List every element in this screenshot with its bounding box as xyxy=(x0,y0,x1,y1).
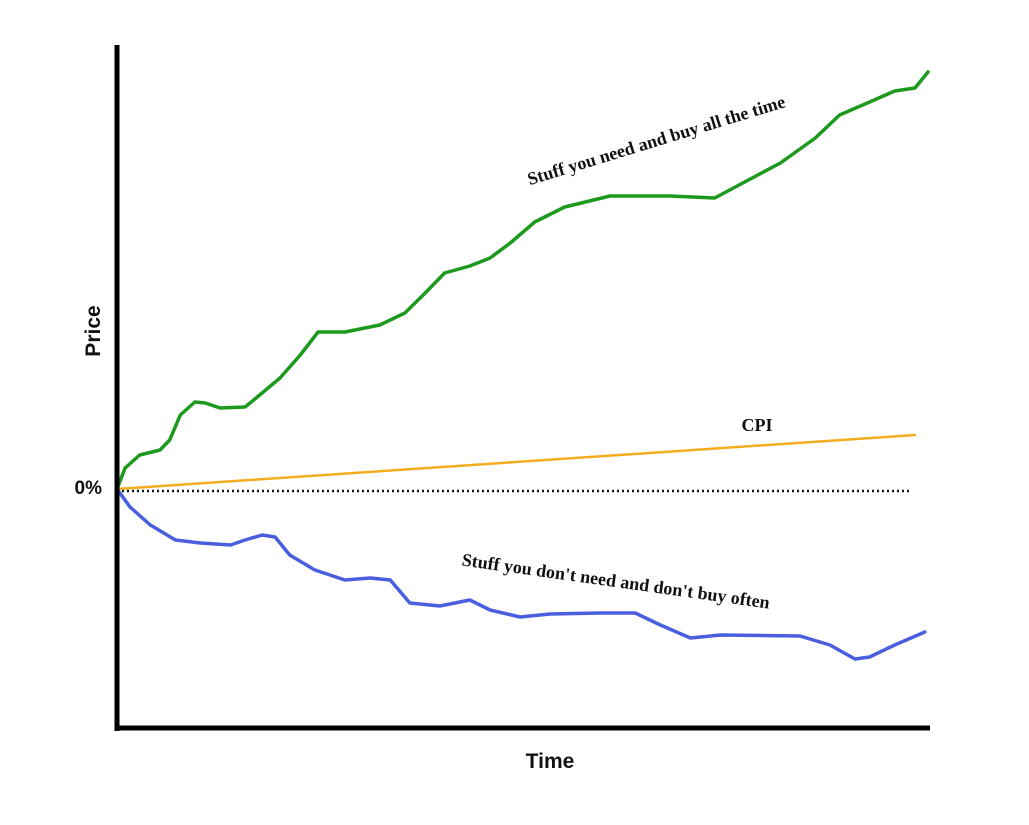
y-tick-label: 0% xyxy=(75,478,103,499)
series-label: CPI xyxy=(742,415,773,435)
x-axis-title: Time xyxy=(526,750,575,773)
series-label: Stuff you don't need and don't buy often xyxy=(461,550,771,613)
series-line xyxy=(115,433,917,491)
series-line xyxy=(115,70,930,491)
y-axis-title: Price xyxy=(82,305,105,356)
series-line xyxy=(115,487,927,661)
series-label: Stuff you need and buy all the time xyxy=(525,91,788,189)
